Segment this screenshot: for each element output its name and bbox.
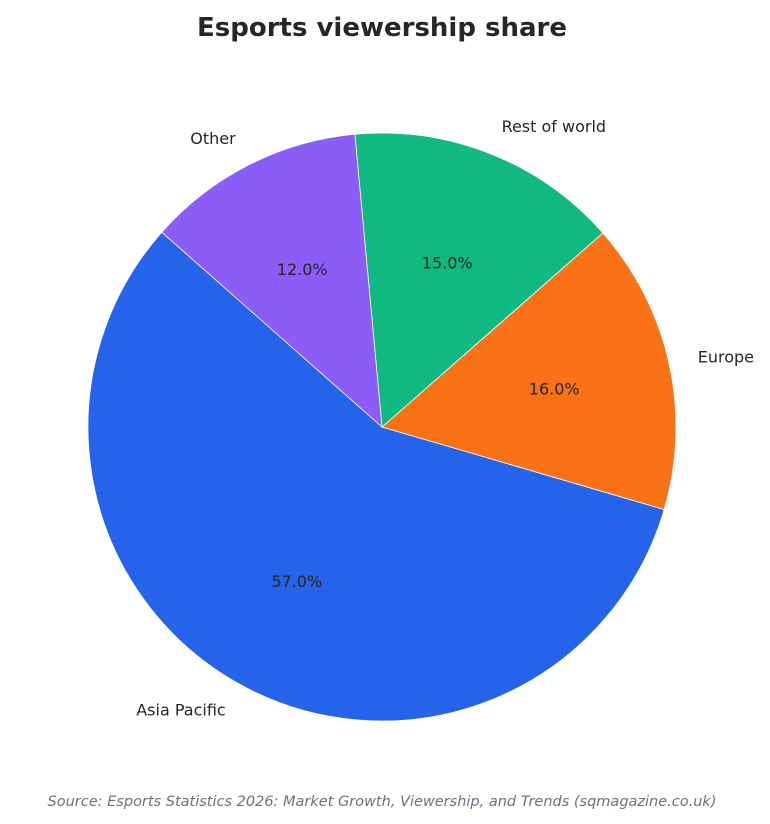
pie-percent-rest-of-world: 15.0% bbox=[422, 254, 473, 273]
pie-label-europe: Europe bbox=[698, 348, 754, 367]
pie-slice-europe bbox=[381, 232, 677, 511]
pie-percent-asia-pacific: 57.0% bbox=[271, 572, 322, 591]
chart-title: Esports viewership share bbox=[197, 13, 567, 43]
pie-labels: 57.0% Asia Pacific 16.0% Europe 15.0% Rest of… bbox=[136, 117, 754, 720]
pie-slices bbox=[87, 132, 677, 722]
pie-label-other: Other bbox=[190, 129, 236, 148]
pie-percent-europe: 16.0% bbox=[529, 379, 580, 398]
pie-slice-asia-pacific bbox=[87, 231, 665, 722]
source-note: Source: Esports Statistics 2026: Market … bbox=[48, 794, 717, 810]
pie-label-asia-pacific: Asia Pacific bbox=[136, 701, 225, 720]
pie-label-rest-of-world: Rest of world bbox=[502, 117, 607, 136]
pie-slice-rest-of-world bbox=[354, 132, 604, 428]
pie-percent-other: 12.0% bbox=[277, 260, 328, 279]
pie-slice-other bbox=[161, 133, 383, 428]
